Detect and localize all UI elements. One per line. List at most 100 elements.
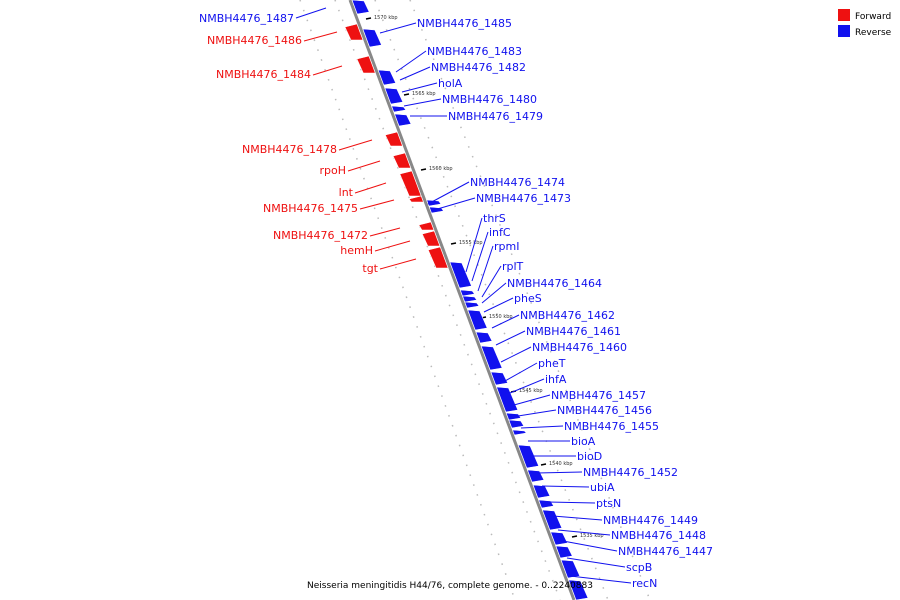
reverse-gene-label-nmbh4476-1485: NMBH4476_1485: [417, 17, 512, 30]
reverse-label-connector: [399, 66, 431, 81]
reverse-gene-block: [532, 484, 551, 499]
forward-gene-label-hemh: hemH: [340, 244, 373, 257]
reverse-gene-label-biod: bioD: [577, 450, 602, 463]
reverse-gene-label-nmbh4476-1452: NMBH4476_1452: [583, 466, 678, 479]
reverse-gene-label-phes: pheS: [514, 292, 542, 305]
forward-label-connector: [354, 182, 387, 194]
scale-tick-label: 1535 kbp: [580, 533, 604, 539]
map-caption: Neisseria meningitidis H44/76, complete …: [307, 581, 593, 591]
forward-label-connector: [312, 65, 343, 76]
reverse-gene-block: [555, 545, 573, 559]
forward-label-connector: [369, 227, 401, 237]
legend-forward-label: Forward: [855, 12, 891, 22]
gene-features: [344, 0, 589, 600]
reverse-label-connector: [541, 485, 590, 488]
reverse-gene-block: [517, 444, 540, 469]
scale-tick-mark: [365, 17, 372, 20]
forward-label-connector: [347, 160, 381, 172]
reverse-gene-block: [464, 301, 480, 309]
reverse-gene-label-nmbh4476-1461: NMBH4476_1461: [526, 325, 621, 338]
reverse-gene-label-nmbh4476-1460: NMBH4476_1460: [532, 341, 627, 354]
forward-gene-label-lnt: lnt: [339, 186, 354, 199]
reverse-gene-label-ubia: ubiA: [590, 481, 615, 494]
reverse-label-connector: [465, 217, 483, 273]
reverse-gene-block: [449, 261, 472, 289]
scale-tick-label: 1570 kbp: [374, 15, 398, 21]
scale-tick-mark: [540, 463, 547, 466]
scale-tick-label: 1555 kbp: [459, 240, 483, 246]
reverse-label-connector: [495, 330, 526, 346]
forward-gene-block: [418, 221, 435, 231]
reverse-label-connector: [481, 282, 507, 304]
reverse-gene-block: [568, 579, 589, 600]
reverse-label-connector: [481, 265, 502, 298]
reverse-label-connector: [517, 409, 557, 417]
reverse-gene-block: [480, 345, 503, 371]
reverse-gene-label-ihfa: ihfA: [545, 373, 567, 386]
forward-gene-label-nmbh4476-1486: NMBH4476_1486: [207, 34, 302, 47]
legend-reverse-label: Reverse: [855, 28, 892, 38]
forward-gene-block: [384, 131, 403, 147]
reverse-gene-label-nmbh4476-1456: NMBH4476_1456: [557, 404, 652, 417]
reverse-gene-label-nmbh4476-1455: NMBH4476_1455: [564, 420, 659, 433]
reverse-label-connector: [500, 346, 532, 363]
reverse-gene-block: [394, 113, 412, 127]
forward-label-connector: [379, 258, 417, 270]
forward-label-connector: [303, 31, 338, 42]
forward-gene-block: [392, 152, 412, 169]
reverse-gene-label-phet: pheT: [538, 357, 566, 370]
scale-tick-mark: [403, 93, 410, 96]
forward-label-connector: [359, 199, 395, 210]
reverse-label-connector: [504, 362, 538, 382]
reverse-label-connector: [401, 82, 438, 93]
forward-gene-block: [356, 55, 376, 74]
reverse-gene-label-nmbh4476-1464: NMBH4476_1464: [507, 277, 602, 290]
reverse-label-connector: [552, 515, 603, 521]
reverse-gene-block: [550, 531, 568, 546]
reverse-label-connector: [513, 394, 551, 406]
scale-tick-label: 1545 kbp: [519, 388, 543, 394]
forward-gene-label-tgt: tgt: [362, 262, 378, 275]
reverse-gene-block: [541, 509, 563, 531]
reverse-label-connector: [562, 540, 618, 552]
scale-tick-mark: [420, 168, 427, 171]
reverse-gene-block: [384, 87, 404, 105]
reverse-gene-block: [508, 419, 525, 429]
forward-gene-label-nmbh4476-1475: NMBH4476_1475: [263, 202, 358, 215]
reverse-gene-label-rpmi: rpmI: [494, 240, 519, 253]
reverse-label-connector: [509, 378, 545, 394]
reverse-label-connector: [566, 557, 626, 568]
reverse-label-connector: [379, 22, 417, 34]
reverse-gene-block: [496, 386, 519, 413]
reverse-gene-block: [377, 69, 397, 86]
reverse-gene-label-scpb: scpB: [626, 561, 652, 574]
scale-ticks: 1570 kbp 1565 kbp 1560 kbp 1555 kbp 1550 kbp…: [365, 15, 604, 539]
genome-backbone: [348, 0, 576, 600]
reverse-gene-label-hola: holA: [438, 77, 463, 90]
reverse-gene-block: [560, 559, 581, 579]
reverse-gene-label-nmbh4476-1447: NMBH4476_1447: [618, 545, 713, 558]
reverse-label-connector: [536, 471, 583, 474]
reverse-gene-label-nmbh4476-1483: NMBH4476_1483: [427, 45, 522, 58]
forward-gene-label-nmbh4476-1484: NMBH4476_1484: [216, 68, 311, 81]
dotted-guide-line: [374, 0, 609, 600]
forward-gene-block: [427, 246, 449, 269]
reverse-gene-label-thrs: thrS: [483, 212, 506, 225]
reverse-label-connector: [403, 98, 442, 107]
legend-forward-swatch: [838, 9, 850, 21]
reverse-gene-label-nmbh4476-1449: NMBH4476_1449: [603, 514, 698, 527]
reverse-label-connector: [295, 7, 327, 19]
legend-reverse-swatch: [838, 25, 850, 37]
scale-tick-label: 1540 kbp: [549, 461, 573, 467]
reverse-gene-block: [462, 295, 478, 303]
dotted-guides: [299, 0, 651, 600]
dotted-guide-line: [299, 0, 516, 600]
reverse-gene-block: [459, 289, 476, 297]
gene-labels: NMBH4476_1486 NMBH4476_1484 NMBH4476_1478r…: [199, 7, 713, 590]
reverse-gene-block: [351, 0, 370, 15]
reverse-label-connector: [433, 197, 476, 211]
forward-gene-block: [344, 23, 364, 41]
reverse-label-connector: [483, 297, 514, 313]
scale-tick-mark: [571, 535, 578, 538]
